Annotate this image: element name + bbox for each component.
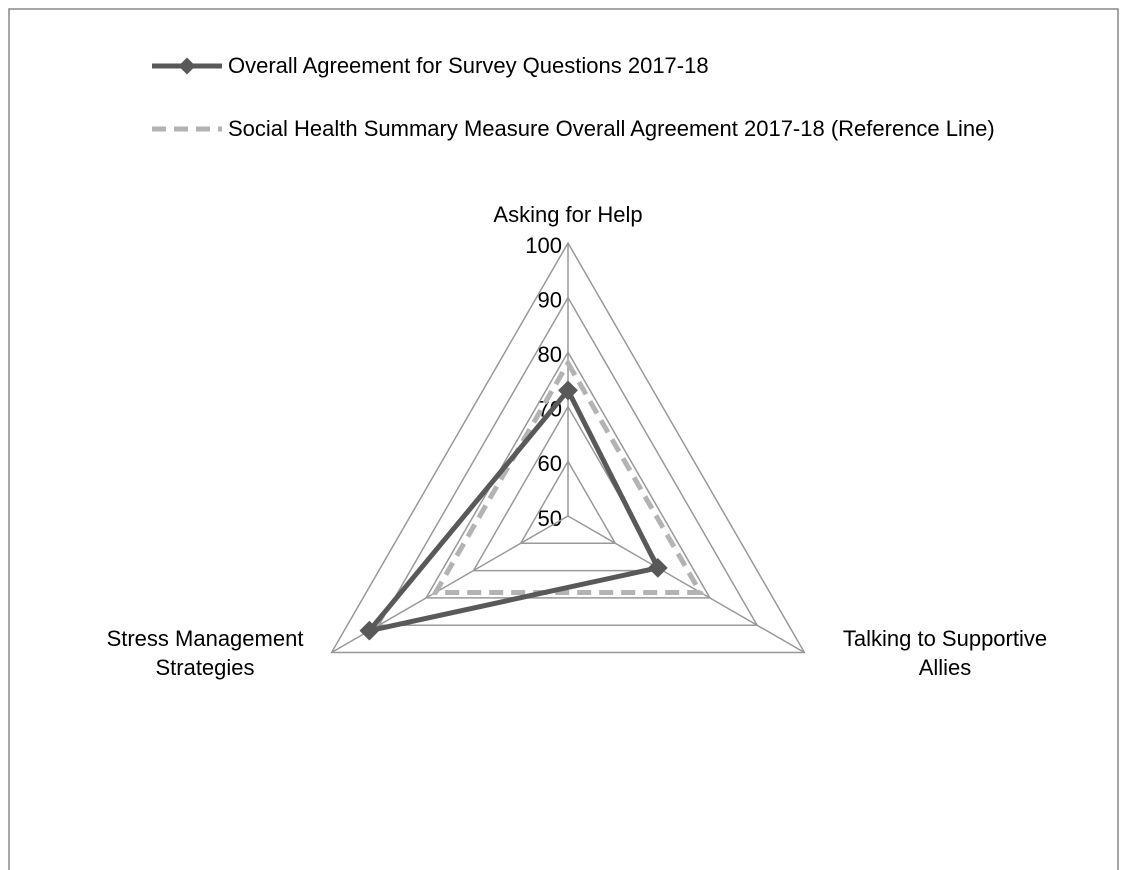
r-tick-label: 60: [538, 451, 562, 476]
category-label: Allies: [919, 655, 972, 680]
grid-ring: [377, 296, 759, 626]
legend-label: Overall Agreement for Survey Questions 2…: [228, 53, 709, 78]
grid-ring: [519, 459, 617, 545]
series-line: [431, 358, 705, 595]
category-label: Asking for Help: [493, 202, 642, 227]
marker: [359, 620, 380, 641]
marker: [558, 380, 578, 401]
grid-ring: [330, 241, 806, 654]
frame: [8, 8, 1119, 870]
spoke: [567, 515, 805, 654]
category-label: Stress Management: [107, 626, 304, 651]
legend-label: Social Health Summary Measure Overall Ag…: [228, 116, 995, 141]
r-tick-label: 100: [525, 233, 562, 258]
series-line: [362, 385, 662, 635]
r-tick-label: 80: [538, 342, 562, 367]
marker: [647, 557, 668, 578]
r-tick-label: 90: [538, 287, 562, 312]
legend-marker: [178, 57, 196, 75]
category-label: Talking to Supportive: [843, 626, 1047, 651]
category-label: Strategies: [155, 655, 254, 680]
